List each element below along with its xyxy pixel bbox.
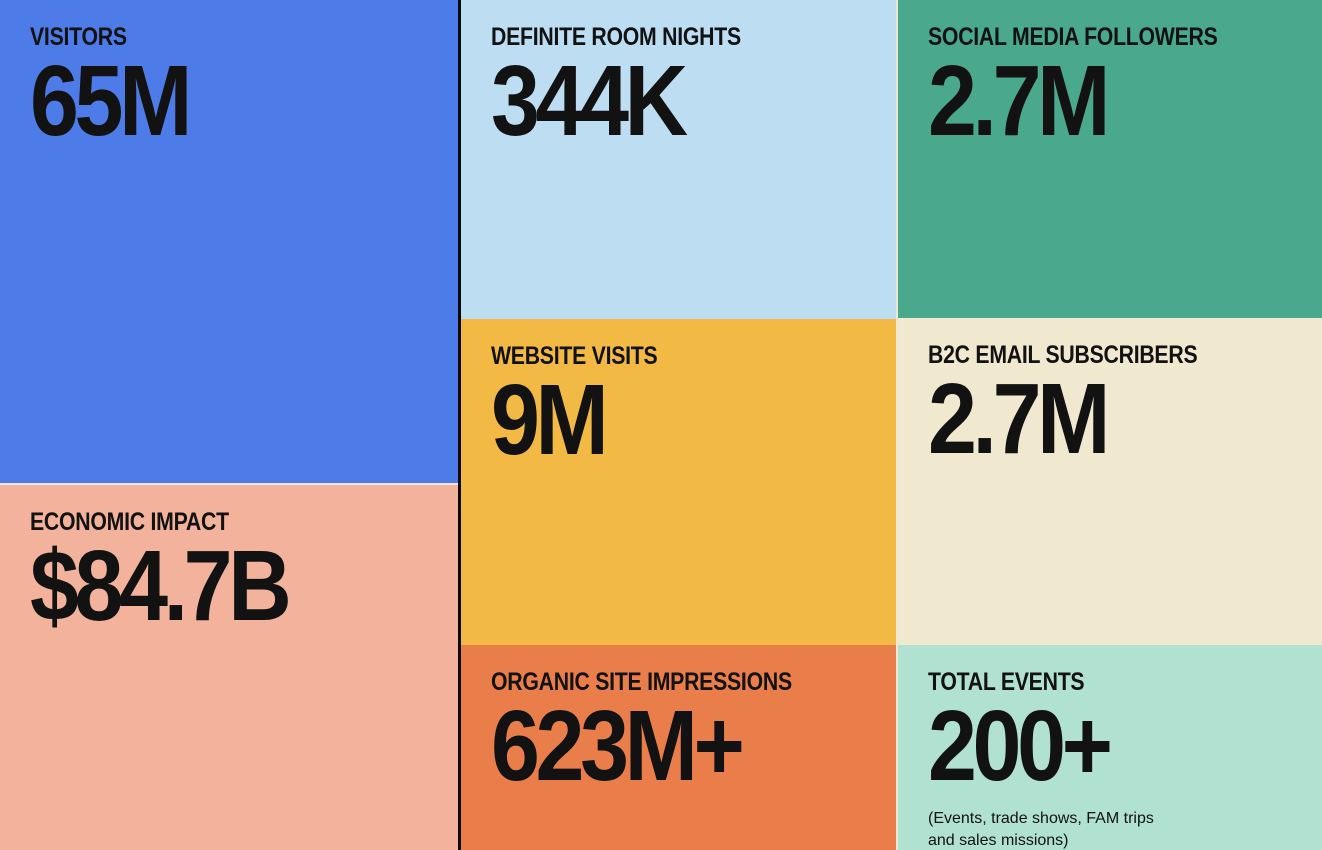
visitors-value: 65M [30,45,192,157]
tile-social-media-followers: SOCIAL MEDIA FOLLOWERS 2.7M [898,0,1322,318]
website-visits-label: WEBSITE VISITS [491,342,658,370]
tile-b2c-email-subscribers: B2C EMAIL SUBSCRIBERS 2.7M [898,318,1322,645]
total-events-value: 200+ [928,690,1113,802]
column-left: VISITORS 65M ECONOMIC IMPACT $84.7B [0,0,458,850]
vertical-divider-light [896,0,898,850]
tile-definite-room-nights: DEFINITE ROOM NIGHTS 344K [461,0,896,319]
visitors-label: VISITORS [30,23,127,51]
horizontal-divider [0,483,458,485]
social-media-followers-label: SOCIAL MEDIA FOLLOWERS [928,23,1218,51]
total-events-note: (Events, trade shows, FAM trips and sale… [928,810,1154,849]
tile-economic-impact: ECONOMIC IMPACT $84.7B [0,485,458,850]
tile-website-visits: WEBSITE VISITS 9M [461,319,896,645]
website-visits-value: 9M [491,364,609,476]
definite-room-nights-label: DEFINITE ROOM NIGHTS [491,23,741,51]
tile-organic-site-impressions: ORGANIC SITE IMPRESSIONS 623M+ [461,645,896,850]
social-media-followers-value: 2.7M [928,45,1110,157]
economic-impact-value: $84.7B [30,530,292,642]
organic-site-impressions-label: ORGANIC SITE IMPRESSIONS [491,668,792,696]
total-events-label: TOTAL EVENTS [928,668,1085,696]
organic-site-impressions-value: 623M+ [491,690,745,802]
tile-total-events: TOTAL EVENTS 200+ (Events, trade shows, … [898,645,1322,850]
economic-impact-label: ECONOMIC IMPACT [30,508,229,536]
column-right: SOCIAL MEDIA FOLLOWERS 2.7M B2C EMAIL SU… [898,0,1322,850]
tile-visitors: VISITORS 65M [0,0,458,483]
vertical-divider-dark [458,0,461,850]
column-middle: DEFINITE ROOM NIGHTS 344K WEBSITE VISITS… [461,0,896,850]
definite-room-nights-value: 344K [491,45,688,157]
b2c-email-subscribers-value: 2.7M [928,363,1110,475]
b2c-email-subscribers-label: B2C EMAIL SUBSCRIBERS [928,341,1198,369]
